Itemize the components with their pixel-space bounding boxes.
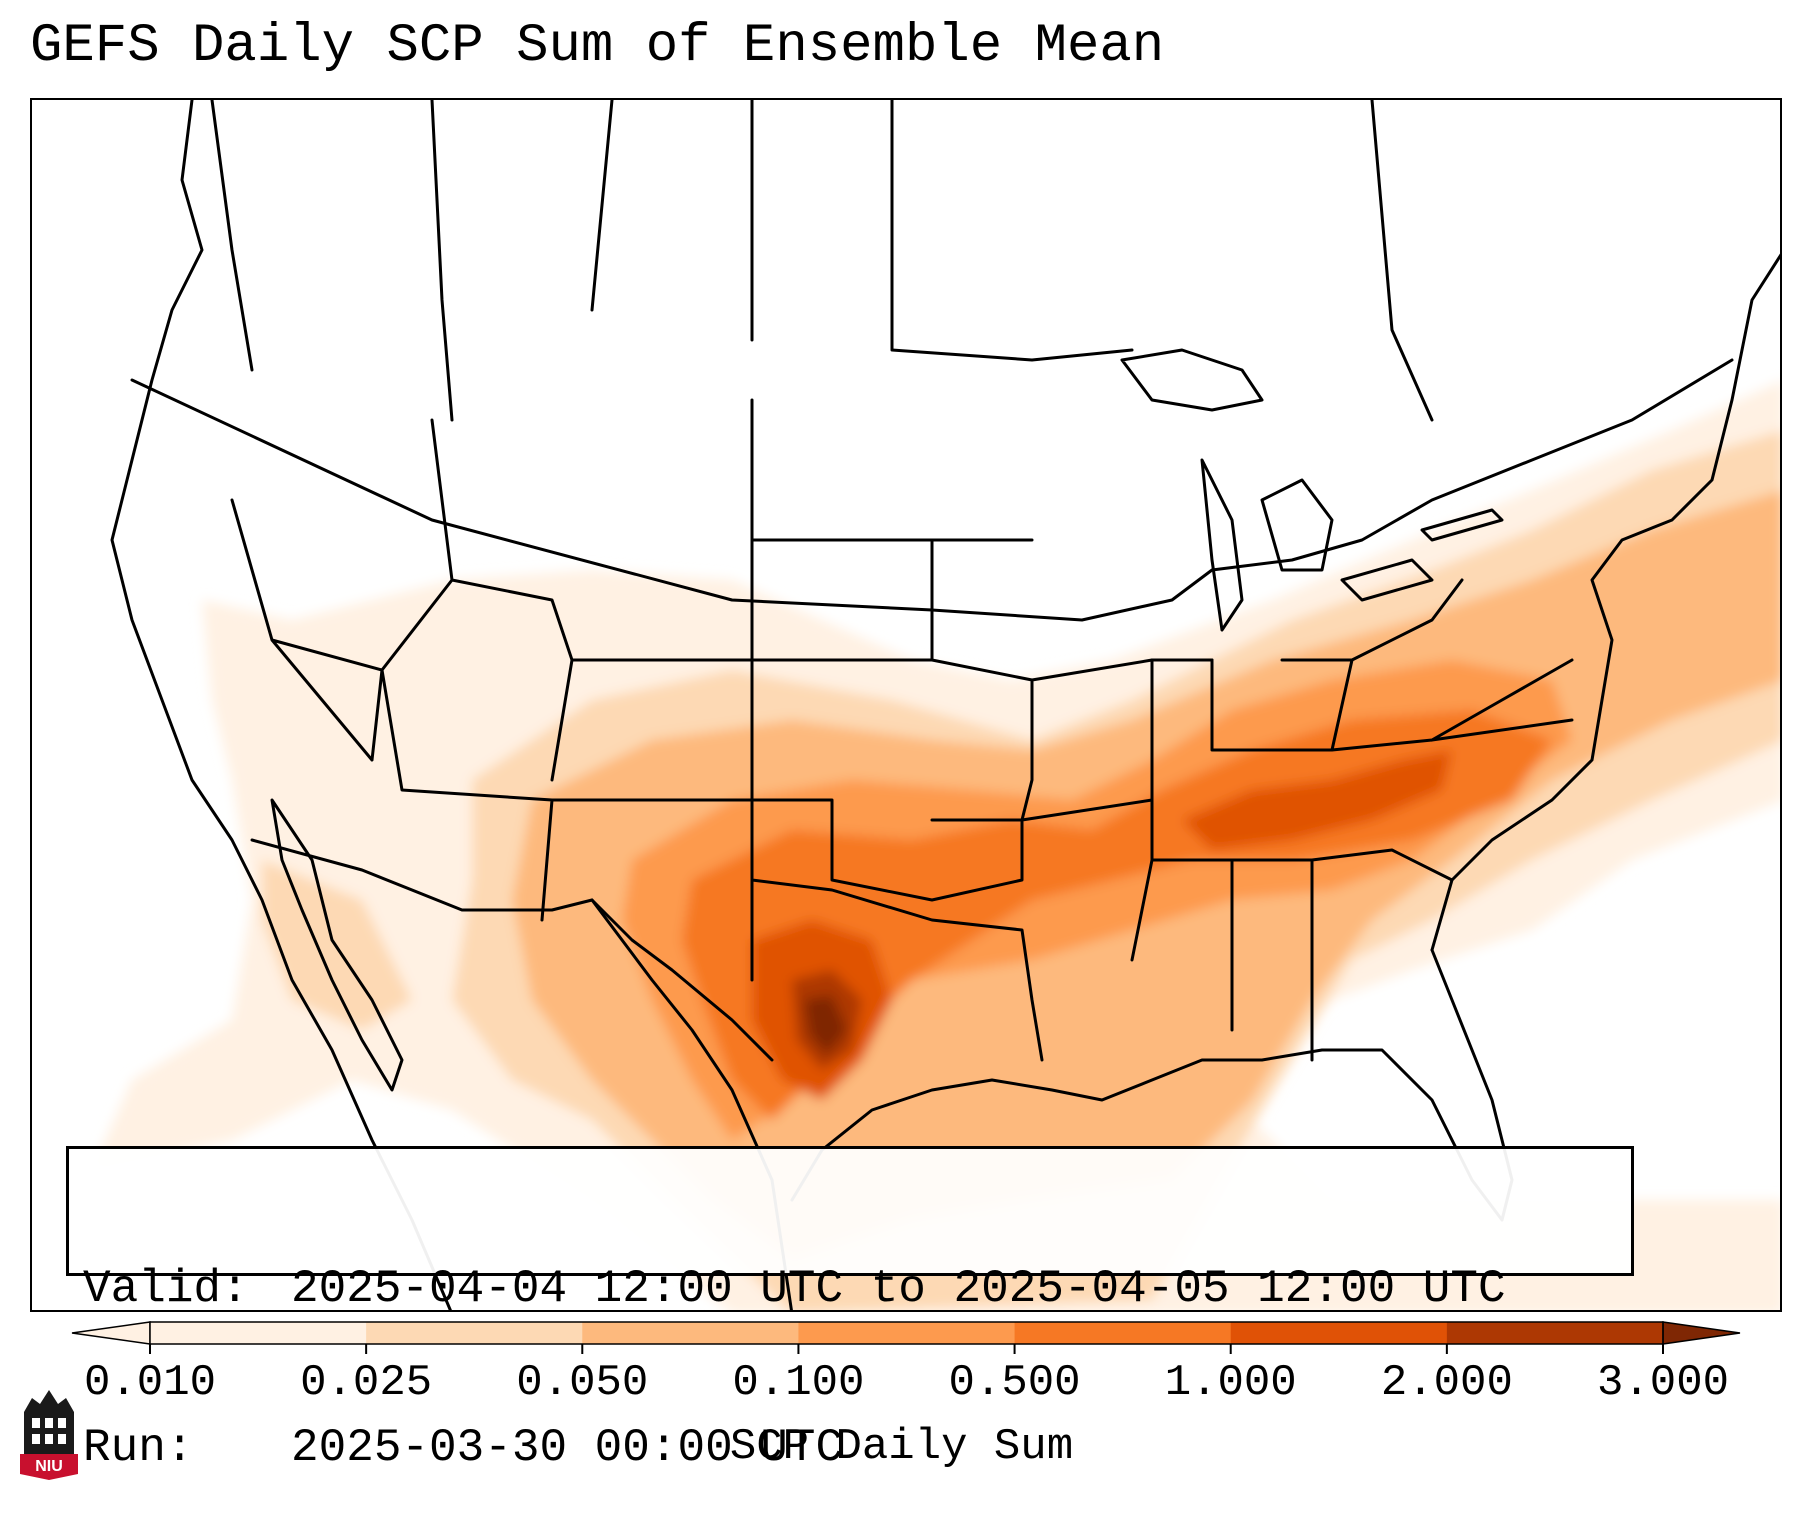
colorbar-segment (798, 1322, 1016, 1344)
colorbar-segment (366, 1322, 583, 1344)
provincial-lines (210, 100, 1434, 422)
validity-info-box: Valid: 2025-04-04 12:00 UTC to 2025-04-05… (66, 1146, 1634, 1474)
colorbar-segment (1014, 1322, 1232, 1344)
colorbar-segment (150, 1322, 367, 1344)
run-row: Run: 2025-03-30 00:00 UTC (83, 1422, 1617, 1475)
map-canvas (92, 100, 1780, 1310)
east-coastline (1430, 253, 1780, 952)
colorbar-tick-label: 0.100 (732, 1358, 865, 1408)
colorbar-label: SCP Daily Sum (729, 1422, 1074, 1472)
valid-key: Valid: (83, 1263, 249, 1315)
valid-value: 2025-04-04 12:00 UTC to 2025-04-05 12:00… (291, 1263, 1506, 1315)
colorbar-segment (1446, 1322, 1664, 1344)
colorbar-tick-label: 1.000 (1164, 1358, 1297, 1408)
baja-peninsula (270, 798, 404, 1092)
run-key: Run: (83, 1422, 194, 1474)
colorbar-extend-high (1662, 1321, 1741, 1345)
colorbar-outline (149, 1321, 1664, 1345)
colorbar-ticks (149, 1344, 1664, 1354)
colorbar-segment (1230, 1322, 1448, 1344)
colorbar-extend-low (71, 1321, 151, 1345)
colorbar-tick-label: 0.025 (300, 1358, 433, 1408)
scp-shading (92, 381, 1780, 1310)
niu-logo-text: NIU (35, 1458, 63, 1475)
colorbar-tick-label: 0.010 (83, 1358, 217, 1408)
colorbar-tick-label: 0.050 (516, 1358, 649, 1408)
colorbar-tick-label: 3.000 (1596, 1358, 1730, 1408)
run-value: 2025-03-30 00:00 UTC (291, 1422, 844, 1474)
state-lines-west (230, 418, 754, 982)
valid-row: Valid: 2025-04-04 12:00 UTC to 2025-04-05… (83, 1263, 1617, 1316)
colorbar-tick-label: 2.000 (1380, 1358, 1513, 1408)
colorbar (71, 1321, 1741, 1354)
colorbar-segments (71, 1321, 1741, 1345)
west-coastline (110, 100, 452, 1310)
great-lakes (1120, 348, 1504, 632)
map-title: GEFS Daily SCP Sum of Ensemble Mean (30, 16, 1165, 77)
us-mexico-border (250, 838, 774, 1062)
colorbar-tick-label: 0.500 (948, 1358, 1081, 1408)
niu-logo-icon: NIU (20, 1390, 78, 1480)
map-panel (30, 98, 1782, 1312)
scp-contour-1-000 (752, 750, 1452, 1100)
colorbar-segment (582, 1322, 799, 1344)
state-lines-east (1130, 578, 1574, 1062)
scp-contour-3-000 (804, 995, 847, 1055)
texas-outline (750, 798, 1044, 1062)
